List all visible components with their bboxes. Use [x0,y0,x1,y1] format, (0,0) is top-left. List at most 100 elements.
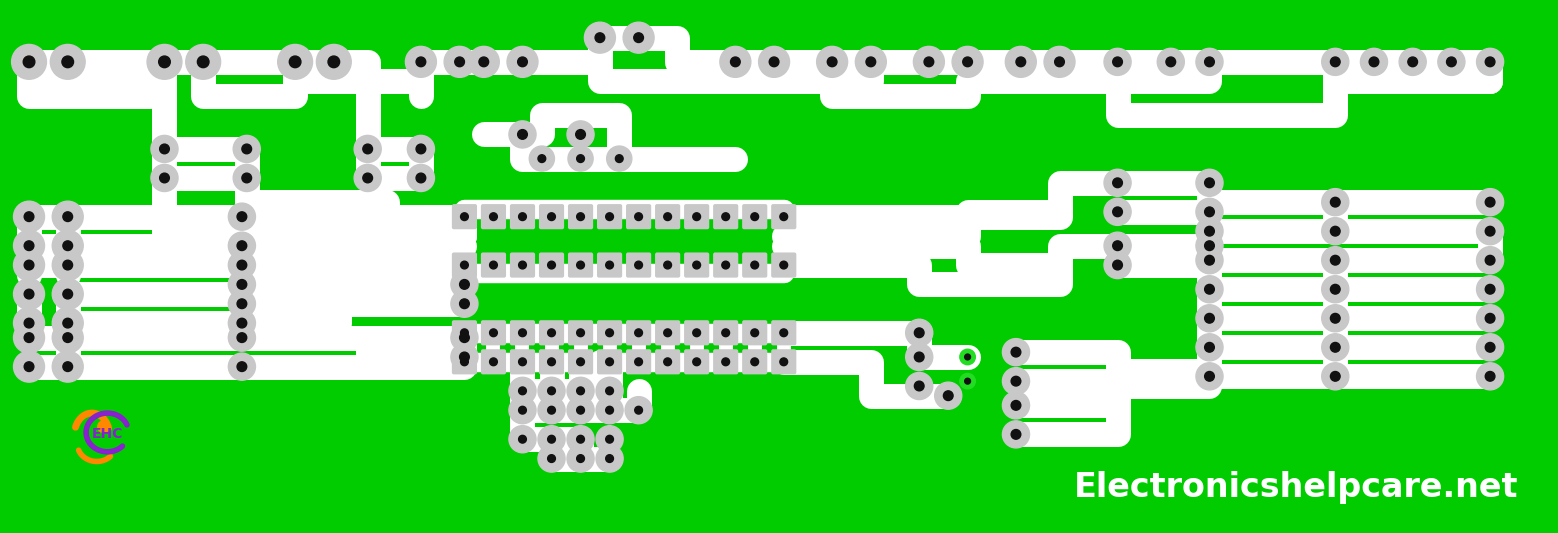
Circle shape [634,406,642,414]
Circle shape [519,213,527,221]
Circle shape [25,318,34,328]
FancyBboxPatch shape [569,253,594,278]
Circle shape [634,213,642,221]
Circle shape [98,421,109,432]
FancyBboxPatch shape [597,253,622,278]
Circle shape [721,261,729,269]
FancyBboxPatch shape [771,320,796,345]
Circle shape [62,260,73,270]
Circle shape [1331,227,1340,236]
Circle shape [548,261,555,269]
Circle shape [1485,227,1496,236]
Circle shape [53,249,83,280]
Circle shape [1331,255,1340,265]
Circle shape [1158,49,1184,75]
Circle shape [1321,49,1349,75]
Circle shape [237,318,246,328]
Circle shape [159,144,170,154]
Circle shape [416,144,425,154]
Circle shape [53,322,83,353]
Circle shape [509,121,536,148]
FancyBboxPatch shape [742,253,767,278]
Circle shape [460,299,469,309]
FancyBboxPatch shape [539,204,564,229]
Circle shape [469,46,499,77]
Circle shape [14,322,45,353]
Circle shape [489,261,497,269]
Circle shape [576,435,584,443]
Circle shape [634,329,642,337]
Circle shape [1485,197,1496,207]
Circle shape [606,387,614,395]
Circle shape [569,146,594,171]
Circle shape [277,44,313,79]
Circle shape [450,343,478,370]
Circle shape [1112,260,1122,270]
Circle shape [519,435,527,443]
Circle shape [905,343,933,370]
Circle shape [1399,49,1426,75]
Circle shape [606,406,614,414]
Circle shape [25,289,34,299]
Circle shape [905,319,933,346]
Circle shape [1204,313,1214,323]
Circle shape [53,279,83,310]
Circle shape [329,56,340,68]
Circle shape [198,56,209,68]
Circle shape [416,173,425,183]
Circle shape [751,358,759,366]
Circle shape [62,212,73,222]
Circle shape [519,261,527,269]
FancyBboxPatch shape [509,320,534,345]
Circle shape [25,362,34,372]
Circle shape [1044,46,1075,77]
Circle shape [615,155,623,163]
Circle shape [664,213,671,221]
Circle shape [25,212,34,222]
FancyBboxPatch shape [626,349,651,374]
Circle shape [606,213,614,221]
Circle shape [14,308,45,338]
FancyBboxPatch shape [539,349,564,374]
Circle shape [53,308,83,338]
Text: EHC: EHC [92,427,123,441]
Circle shape [597,397,623,424]
Circle shape [1011,348,1020,357]
Circle shape [1204,255,1214,265]
Circle shape [62,362,73,372]
Circle shape [461,213,469,221]
Circle shape [316,44,351,79]
Circle shape [53,351,83,382]
Circle shape [567,445,594,472]
Circle shape [229,310,256,337]
Circle shape [1197,247,1223,274]
Circle shape [1105,252,1131,279]
Circle shape [924,57,933,67]
Circle shape [363,173,372,183]
Circle shape [827,57,837,67]
Circle shape [1197,217,1223,245]
Circle shape [781,213,788,221]
Circle shape [548,358,555,366]
Circle shape [50,44,86,79]
Circle shape [1477,247,1503,274]
Circle shape [1165,57,1176,67]
Circle shape [538,426,566,453]
Circle shape [1438,49,1465,75]
Circle shape [576,387,584,395]
Circle shape [62,333,73,343]
Circle shape [237,299,246,309]
Circle shape [567,426,594,453]
Circle shape [781,358,788,366]
Circle shape [1331,372,1340,381]
Circle shape [519,329,527,337]
Circle shape [693,358,701,366]
Circle shape [185,44,221,79]
Circle shape [519,358,527,366]
Circle shape [1331,57,1340,67]
Circle shape [14,230,45,261]
Circle shape [1477,305,1503,332]
Circle shape [229,290,256,317]
Circle shape [1204,285,1214,294]
Circle shape [1105,49,1131,75]
